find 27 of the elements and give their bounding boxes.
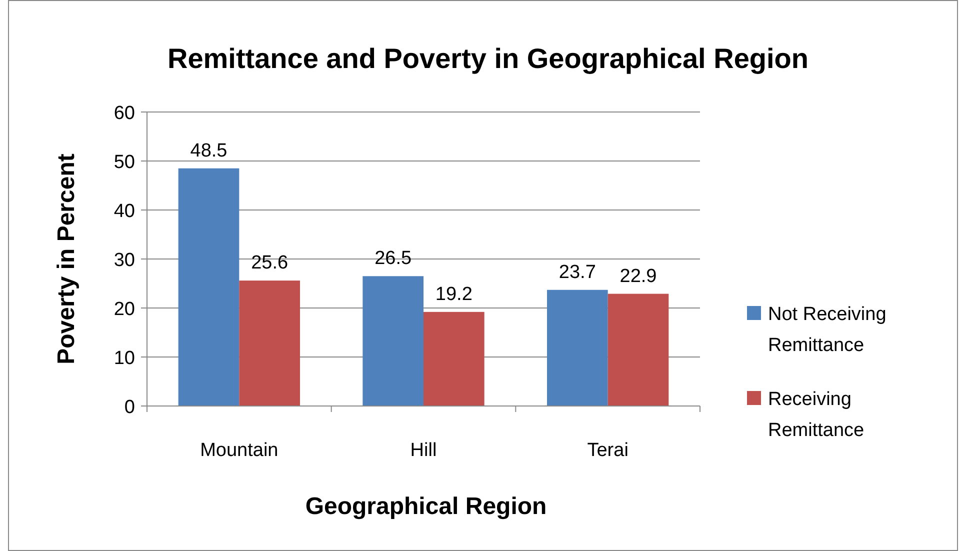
data-label: 22.9 [620, 266, 657, 287]
data-label: 26.5 [374, 248, 412, 270]
data-label: 23.7 [558, 262, 596, 283]
legend-label: Receiving Remittance [768, 389, 864, 441]
y-tick-label: 40 [114, 201, 135, 222]
bar [178, 168, 240, 406]
y-tick-label: 30 [114, 250, 135, 271]
y-tick-label: 50 [114, 152, 135, 173]
x-tick-label: Mountain [200, 440, 278, 461]
y-tick-label: 0 [124, 397, 135, 418]
chart-title: Remittance and Poverty in Geographical Region [167, 43, 809, 74]
y-axis-title: Poverty in Percent [53, 154, 80, 364]
data-label: 48.5 [190, 140, 228, 162]
data-label: 25.6 [251, 252, 288, 274]
y-tick-label: 20 [114, 299, 135, 320]
bar [239, 280, 300, 406]
bar [362, 276, 424, 406]
bar [608, 294, 669, 406]
legend-label: Not Receiving Remittance [768, 304, 886, 356]
x-axis-title: Geographical Region [305, 493, 547, 520]
bar [424, 312, 484, 406]
x-tick-label: Hill [410, 440, 437, 461]
data-label: 19.2 [435, 284, 472, 305]
y-tick-label: 60 [114, 103, 135, 124]
x-tick-label: Terai [587, 440, 628, 461]
bar [547, 290, 608, 406]
y-tick-label: 10 [114, 348, 135, 369]
